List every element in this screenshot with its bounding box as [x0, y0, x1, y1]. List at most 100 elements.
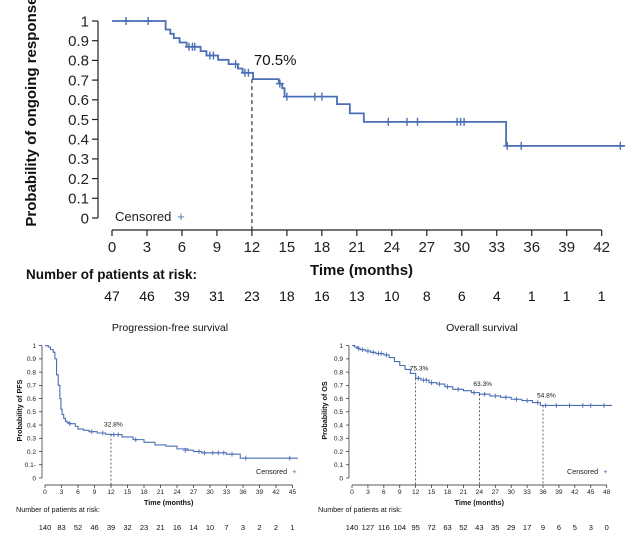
y-tick-label: 0.3 — [68, 151, 89, 168]
x-axis-label: Time (months) — [144, 498, 194, 507]
x-tick-label: 6 — [178, 239, 186, 256]
censor-mark — [282, 92, 291, 101]
risk-count: 23 — [244, 288, 260, 304]
x-tick-label: 9 — [93, 489, 97, 496]
x-tick-label: 0 — [43, 489, 47, 496]
legend-label: Censored — [115, 209, 171, 224]
censor-mark — [287, 455, 293, 461]
y-tick-label: 0 — [81, 210, 89, 227]
risk-count: 63 — [443, 523, 451, 532]
risk-count: 21 — [156, 523, 164, 532]
censor-mark — [492, 393, 498, 399]
x-tick-label: 36 — [239, 489, 247, 496]
km-curve — [45, 345, 298, 459]
y-tick-label: 0.9 — [27, 356, 36, 363]
risk-count: 7 — [224, 523, 228, 532]
y-tick-label: 0.6 — [27, 396, 36, 403]
legend-symbol: + — [177, 209, 185, 224]
censor-mark — [553, 403, 559, 408]
x-tick-label: 39 — [555, 489, 563, 496]
censor-mark — [133, 437, 139, 443]
censor-mark — [115, 432, 121, 437]
censor-mark — [413, 117, 422, 126]
x-tick-label: 30 — [508, 489, 516, 496]
censor-mark — [423, 377, 429, 383]
risk-count: 1 — [598, 288, 606, 304]
risk-count: 18 — [279, 288, 295, 304]
censor-mark — [310, 92, 319, 101]
x-tick-label: 15 — [279, 239, 296, 256]
risk-count: 43 — [475, 523, 483, 532]
x-tick-label: 15 — [124, 489, 132, 496]
risk-count: 8 — [423, 288, 431, 304]
x-tick-label: 6 — [76, 489, 80, 496]
censor-mark — [365, 348, 371, 354]
censor-mark — [384, 117, 393, 126]
x-tick-label: 27 — [492, 489, 500, 496]
censor-mark — [190, 42, 199, 51]
x-tick-label: 30 — [453, 239, 470, 256]
x-tick-label: 45 — [289, 489, 297, 496]
censor-mark — [378, 351, 384, 356]
risk-count: 39 — [107, 523, 115, 532]
x-tick-label: 24 — [383, 239, 400, 256]
censor-mark — [67, 421, 73, 427]
censor-mark — [384, 352, 389, 358]
risk-count: 1 — [290, 523, 294, 532]
y-tick-label: 0.2 — [27, 449, 36, 456]
annotation-label: 32.8% — [104, 422, 123, 429]
annotation-label: 70.5% — [254, 52, 297, 69]
x-tick-label: 27 — [190, 489, 198, 496]
x-tick-label: 21 — [460, 489, 468, 496]
risk-count: 3 — [241, 523, 245, 532]
x-tick-label: 42 — [593, 239, 610, 256]
y-tick-label: 0.1- — [25, 462, 36, 469]
x-tick-label: 36 — [523, 239, 540, 256]
y-tick-label: 0.1 — [68, 191, 89, 208]
censor-mark — [588, 403, 594, 408]
km-curve — [112, 20, 625, 147]
censor-mark — [580, 403, 586, 408]
x-tick-label: 24 — [476, 489, 484, 496]
risk-count: 10 — [206, 523, 214, 532]
censor-mark — [455, 386, 461, 392]
y-tick-label: 0.5 — [27, 409, 36, 416]
x-axis-label: Time (months) — [310, 262, 413, 279]
risk-count: 2 — [274, 523, 278, 532]
y-tick-label: 0.2 — [334, 449, 343, 456]
x-tick-label: 48 — [603, 489, 611, 496]
risk-count: 47 — [104, 288, 120, 304]
x-tick-label: 12 — [412, 489, 420, 496]
y-tick-label: 0.3 — [334, 436, 343, 443]
risk-count: 10 — [384, 288, 400, 304]
x-tick-label: 33 — [488, 239, 505, 256]
censor-mark — [360, 347, 366, 353]
y-tick-label: 0.1 — [334, 462, 343, 469]
risk-count: 6 — [458, 288, 466, 304]
risk-count: 16 — [314, 288, 330, 304]
risk-count: 52 — [74, 523, 82, 532]
censor-mark — [517, 141, 526, 150]
y-tick-label: 1 — [81, 13, 89, 30]
risk-count: 1 — [563, 288, 571, 304]
risk-count: 0 — [605, 523, 609, 532]
censor-mark — [317, 92, 326, 101]
x-tick-label: 45 — [587, 489, 595, 496]
risk-count: 35 — [491, 523, 499, 532]
x-tick-label: 39 — [256, 489, 264, 496]
risk-count: 16 — [173, 523, 181, 532]
y-tick-label: 0.5 — [68, 112, 89, 129]
x-tick-label: 27 — [418, 239, 435, 256]
x-tick-label: 33 — [523, 489, 531, 496]
censor-mark — [196, 449, 202, 454]
censor-mark — [111, 432, 117, 437]
y-axis-label: Probability of OS — [320, 381, 329, 440]
risk-count: 9 — [541, 523, 545, 532]
risk-count: 32 — [123, 523, 131, 532]
censor-mark — [535, 400, 541, 405]
annotation-label: 63.3% — [473, 381, 492, 388]
risk-table-title: Number of patients at risk: — [16, 505, 100, 514]
y-tick-label: 0.4 — [334, 422, 343, 429]
y-axis-label: Probability of PFS — [15, 379, 24, 441]
y-tick-label: 0.5 — [334, 409, 343, 416]
